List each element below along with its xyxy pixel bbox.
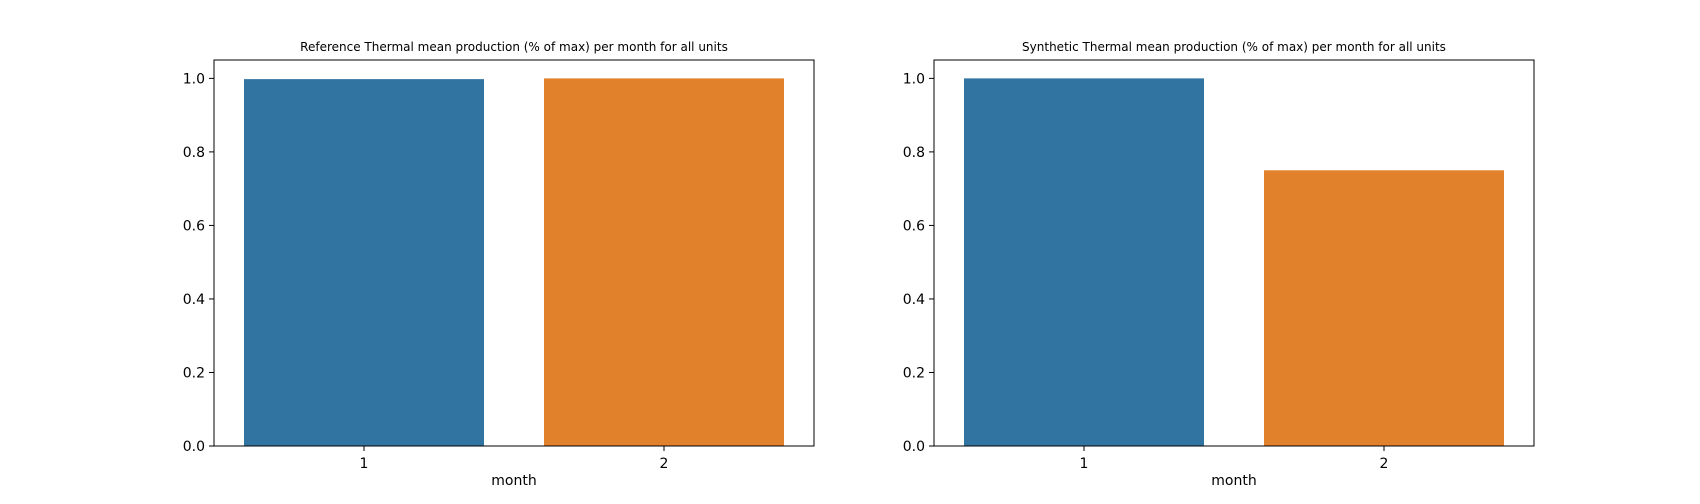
bar-month-2 xyxy=(1264,170,1504,447)
y-tick-label: 0.2 xyxy=(903,365,925,381)
chart-synthetic: Synthetic Thermal mean production (% of … xyxy=(903,40,1535,489)
bars-group xyxy=(244,78,784,447)
x-axis-label: month xyxy=(1211,473,1256,489)
x-tick-label: 2 xyxy=(660,456,669,472)
chart-title: Synthetic Thermal mean production (% of … xyxy=(1022,40,1446,54)
y-tick-label: 0.8 xyxy=(903,145,925,161)
chart-reference: Reference Thermal mean production (% of … xyxy=(183,40,815,489)
y-tick-label: 0.6 xyxy=(903,218,925,234)
x-tick-label: 1 xyxy=(360,456,369,472)
chart-title: Reference Thermal mean production (% of … xyxy=(300,40,728,54)
plot-frame xyxy=(213,59,815,447)
bar-month-1 xyxy=(244,79,484,447)
y-tick-label: 0.0 xyxy=(183,439,205,455)
y-tick-label: 0.4 xyxy=(183,292,205,308)
y-axis: 0.0 0.2 0.4 0.6 0.8 1.0 xyxy=(183,71,214,455)
y-tick-label: 0.2 xyxy=(183,365,205,381)
y-tick-label: 0.4 xyxy=(903,292,925,308)
y-tick-label: 1.0 xyxy=(183,71,205,87)
y-axis: 0.0 0.2 0.4 0.6 0.8 1.0 xyxy=(903,71,934,455)
y-tick-label: 1.0 xyxy=(903,71,925,87)
bar-month-1 xyxy=(964,78,1204,446)
x-tick-label: 1 xyxy=(1080,456,1089,472)
bar-month-2 xyxy=(544,78,784,446)
plot-frame xyxy=(933,59,1535,447)
y-tick-label: 0.8 xyxy=(183,145,205,161)
y-tick-label: 0.6 xyxy=(183,218,205,234)
x-tick-label: 2 xyxy=(1380,456,1389,472)
y-tick-label: 0.0 xyxy=(903,439,925,455)
x-axis-label: month xyxy=(491,473,536,489)
bars-group xyxy=(964,78,1504,447)
